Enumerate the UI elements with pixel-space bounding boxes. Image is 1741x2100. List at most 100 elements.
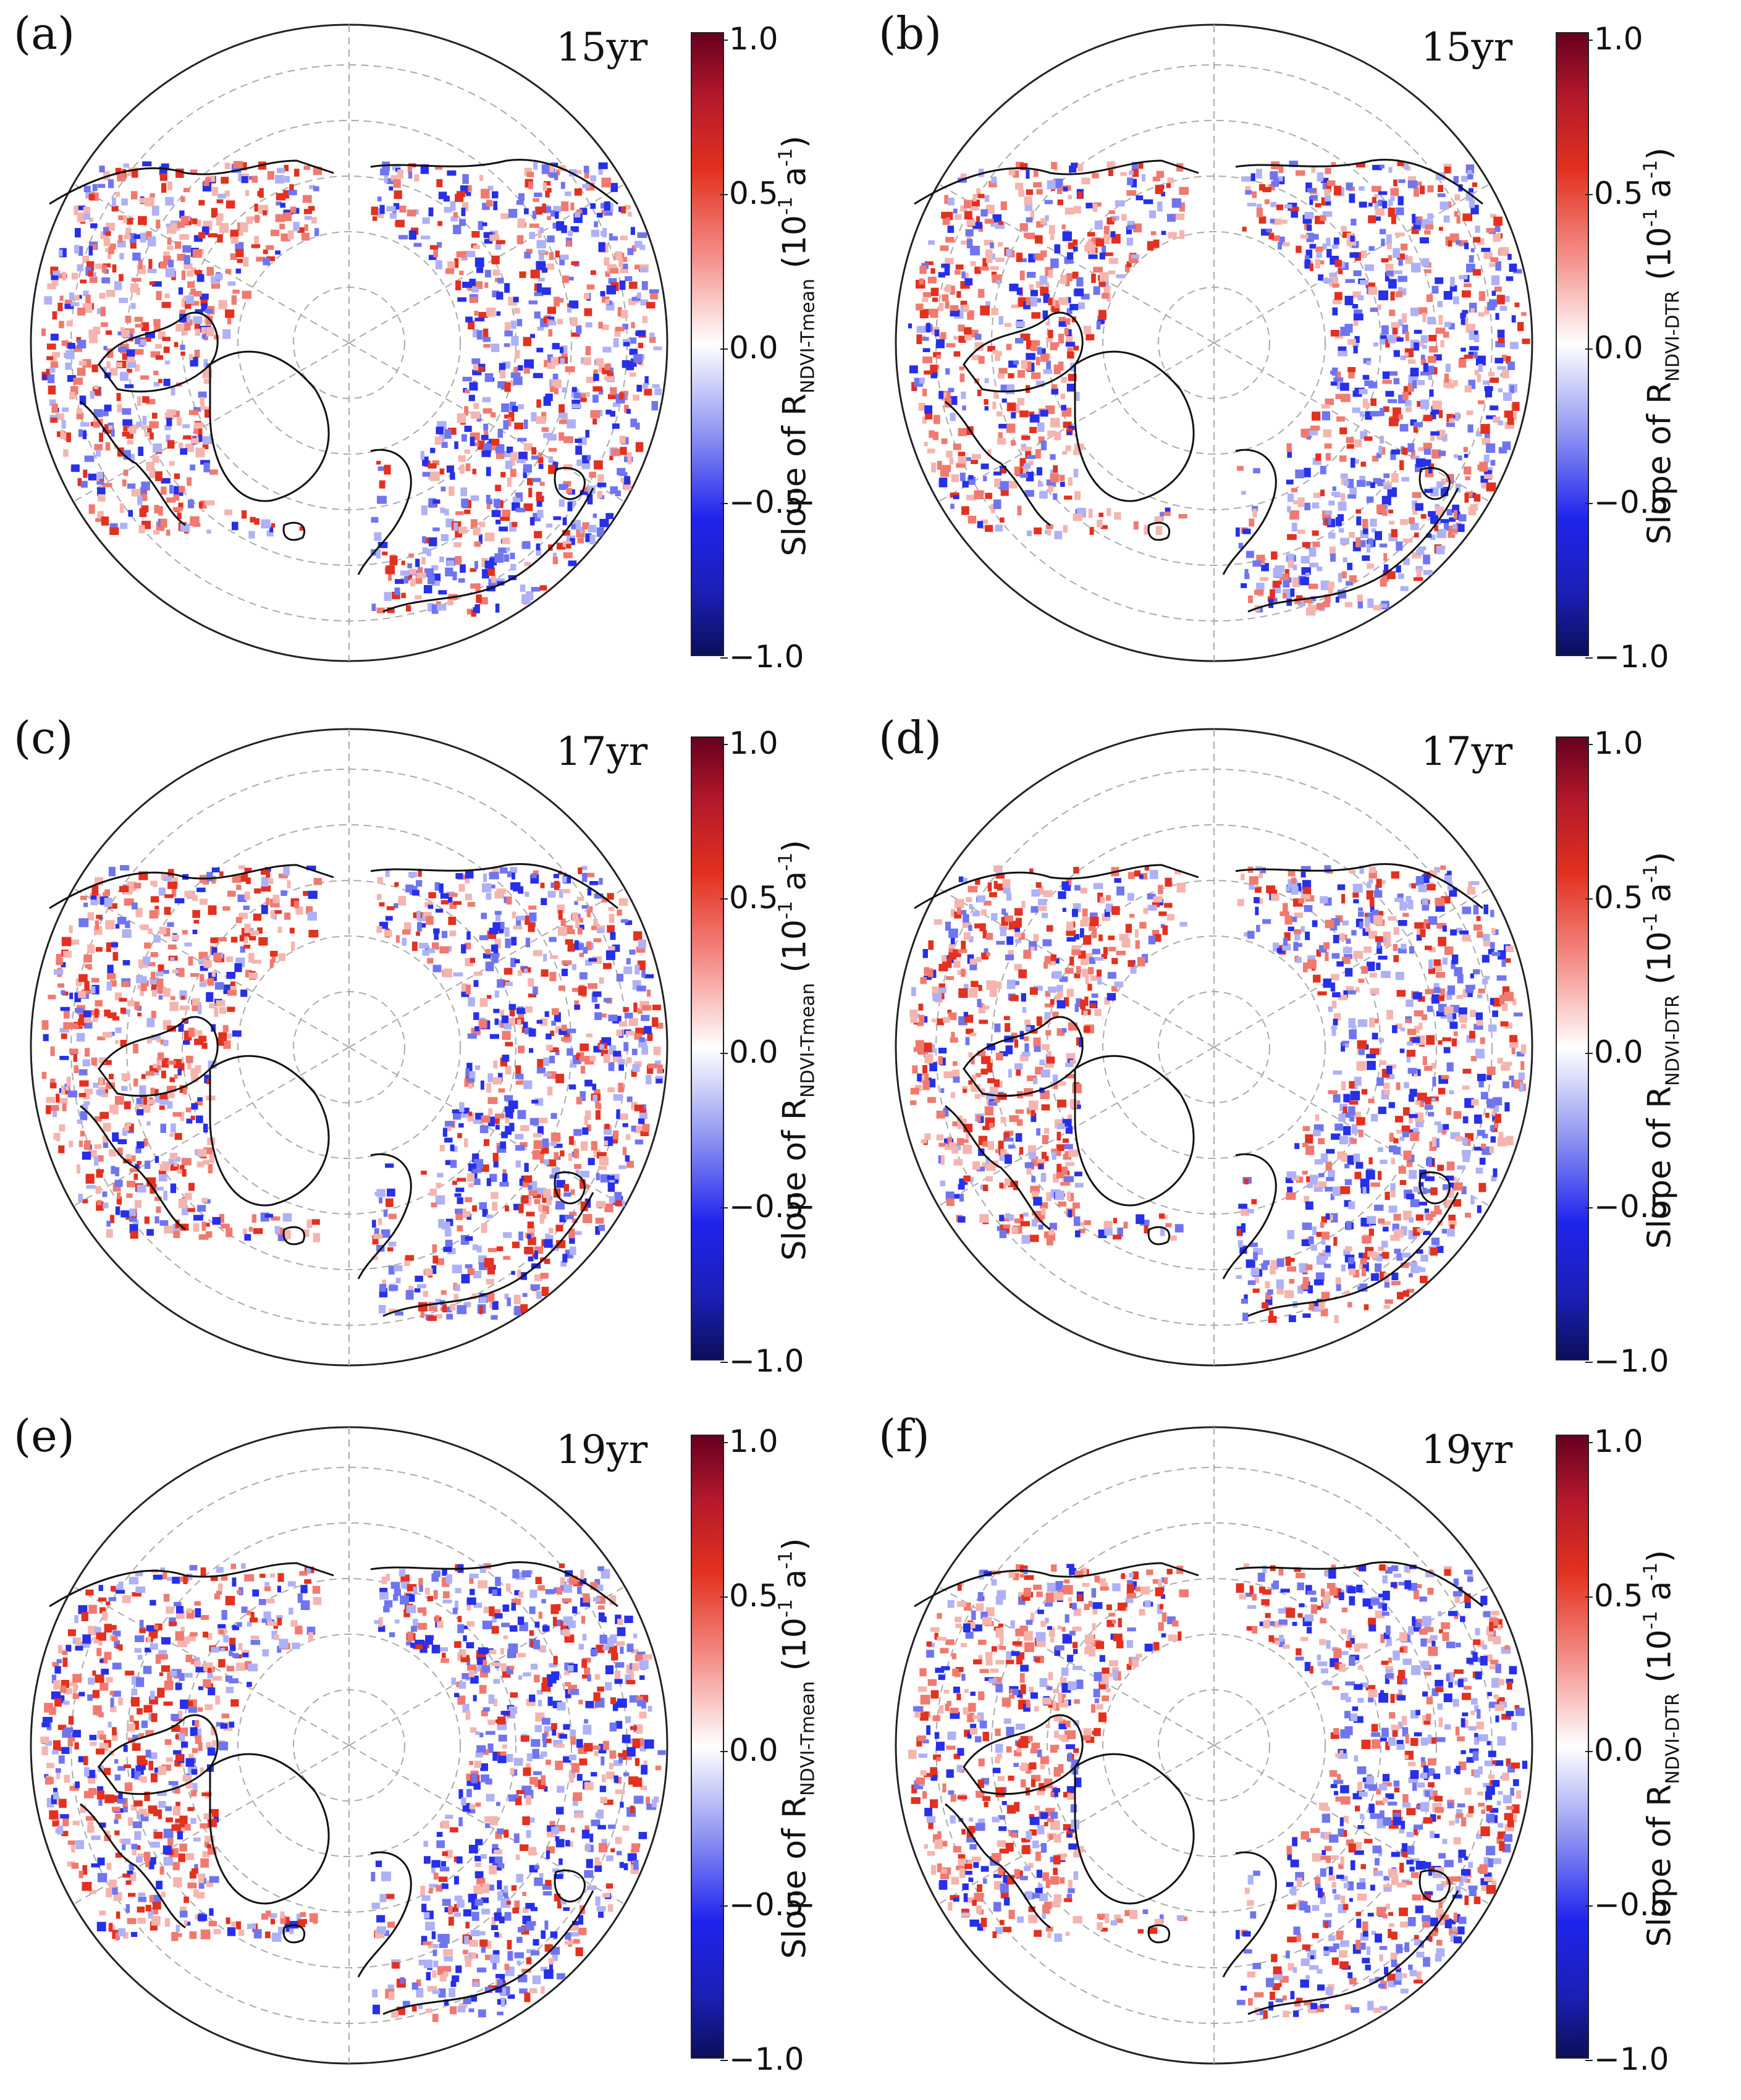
slope-cell — [1410, 307, 1419, 316]
slope-cell — [1462, 1086, 1470, 1090]
slope-cell — [77, 339, 86, 348]
slope-cell — [999, 1154, 1004, 1161]
slope-cell — [130, 1155, 136, 1162]
slope-cell — [61, 1085, 65, 1095]
slope-cell — [581, 905, 588, 909]
slope-cell — [1048, 485, 1053, 492]
slope-cell — [438, 192, 447, 200]
slope-cell — [1248, 595, 1253, 604]
slope-cell — [145, 332, 155, 339]
slope-cell — [1436, 481, 1444, 489]
slope-cell — [385, 916, 393, 921]
slope-cell — [445, 567, 453, 576]
slope-cell — [1445, 363, 1451, 373]
slope-cell — [260, 870, 269, 875]
slope-cell — [1491, 290, 1496, 296]
slope-cell — [1060, 481, 1065, 487]
slope-cell — [1036, 467, 1042, 476]
slope-cell — [1321, 1216, 1328, 1223]
slope-cell — [649, 332, 655, 338]
slope-cell — [504, 968, 513, 975]
slope-cell — [1401, 1226, 1407, 1236]
slope-cell — [1359, 1263, 1364, 1270]
slope-cell — [510, 320, 516, 329]
slope-cell — [1480, 475, 1488, 483]
slope-cell — [80, 1111, 88, 1121]
slope-cell — [1483, 976, 1490, 980]
slope-cell — [651, 401, 658, 411]
colorbar-unit-a: a — [776, 166, 814, 197]
slope-cell — [1462, 290, 1471, 298]
slope-cell — [934, 919, 942, 925]
slope-cell — [432, 1255, 439, 1264]
slope-cell — [1404, 162, 1409, 170]
slope-cell — [58, 249, 63, 257]
slope-cell — [135, 324, 143, 328]
slope-cell — [203, 1147, 213, 1155]
slope-cell — [592, 1084, 596, 1090]
slope-cell — [1341, 226, 1347, 232]
slope-cell — [1325, 951, 1329, 961]
slope-cell — [1300, 870, 1306, 878]
slope-cell — [1106, 285, 1111, 290]
slope-cell — [1349, 193, 1355, 203]
slope-cell — [101, 264, 107, 273]
slope-cell — [537, 1059, 544, 1069]
slope-cell — [627, 248, 634, 255]
slope-cell — [1037, 422, 1045, 432]
slope-cell — [83, 213, 91, 220]
slope-cell — [996, 411, 1003, 417]
slope-cell — [610, 387, 617, 395]
slope-cell — [1313, 234, 1319, 240]
polar-map — [895, 728, 1533, 1367]
slope-cell — [993, 392, 998, 399]
slope-cell — [1318, 1173, 1325, 1178]
slope-cell — [433, 1314, 443, 1318]
slope-cell — [553, 516, 562, 520]
slope-cell — [941, 438, 948, 444]
slope-cell — [203, 359, 208, 368]
slope-cell — [1074, 491, 1081, 500]
slope-cell — [513, 376, 523, 386]
slope-cell — [517, 437, 527, 442]
colorbar-tick: 1.0 — [720, 725, 778, 761]
slope-cell — [1252, 560, 1262, 567]
slope-cell — [159, 1093, 168, 1100]
slope-cell — [523, 368, 530, 374]
slope-cell — [941, 263, 950, 268]
slope-cell — [138, 447, 144, 456]
slope-cell — [1022, 466, 1029, 474]
slope-cell — [83, 1010, 91, 1018]
slope-cell — [1507, 253, 1512, 260]
slope-cell — [558, 298, 564, 303]
slope-cell — [1436, 529, 1447, 538]
slope-cell — [219, 871, 224, 877]
slope-cell — [487, 1292, 495, 1302]
slope-cell — [1393, 927, 1399, 935]
slope-cell — [958, 1216, 966, 1223]
slope-cell — [1344, 480, 1349, 486]
slope-cell — [928, 240, 935, 245]
slope-cell — [193, 235, 203, 242]
slope-cell — [1340, 382, 1349, 391]
slope-cell — [571, 261, 579, 266]
slope-cell — [1367, 961, 1375, 971]
slope-cell — [1068, 374, 1077, 381]
slope-cell — [1364, 436, 1373, 441]
slope-cell — [388, 1213, 397, 1220]
slope-cell — [1040, 1173, 1047, 1183]
slope-cell — [1026, 169, 1030, 179]
slope-cell — [632, 1064, 640, 1072]
map-panel-a: (a) 15yr 1.0 0.5 0.0 −0.5 −1.0 Slope of RNDV… — [0, 0, 865, 692]
slope-cell — [428, 905, 434, 909]
slope-cell — [1419, 237, 1429, 243]
slope-cell — [540, 1153, 544, 1164]
slope-cell — [1412, 507, 1418, 515]
slope-cell — [96, 471, 103, 479]
slope-cell — [462, 174, 469, 184]
slope-cell — [991, 308, 999, 316]
slope-cell — [1357, 295, 1364, 300]
slope-cell — [542, 203, 546, 213]
slope-cell — [94, 1157, 99, 1166]
slope-cell — [640, 299, 649, 306]
